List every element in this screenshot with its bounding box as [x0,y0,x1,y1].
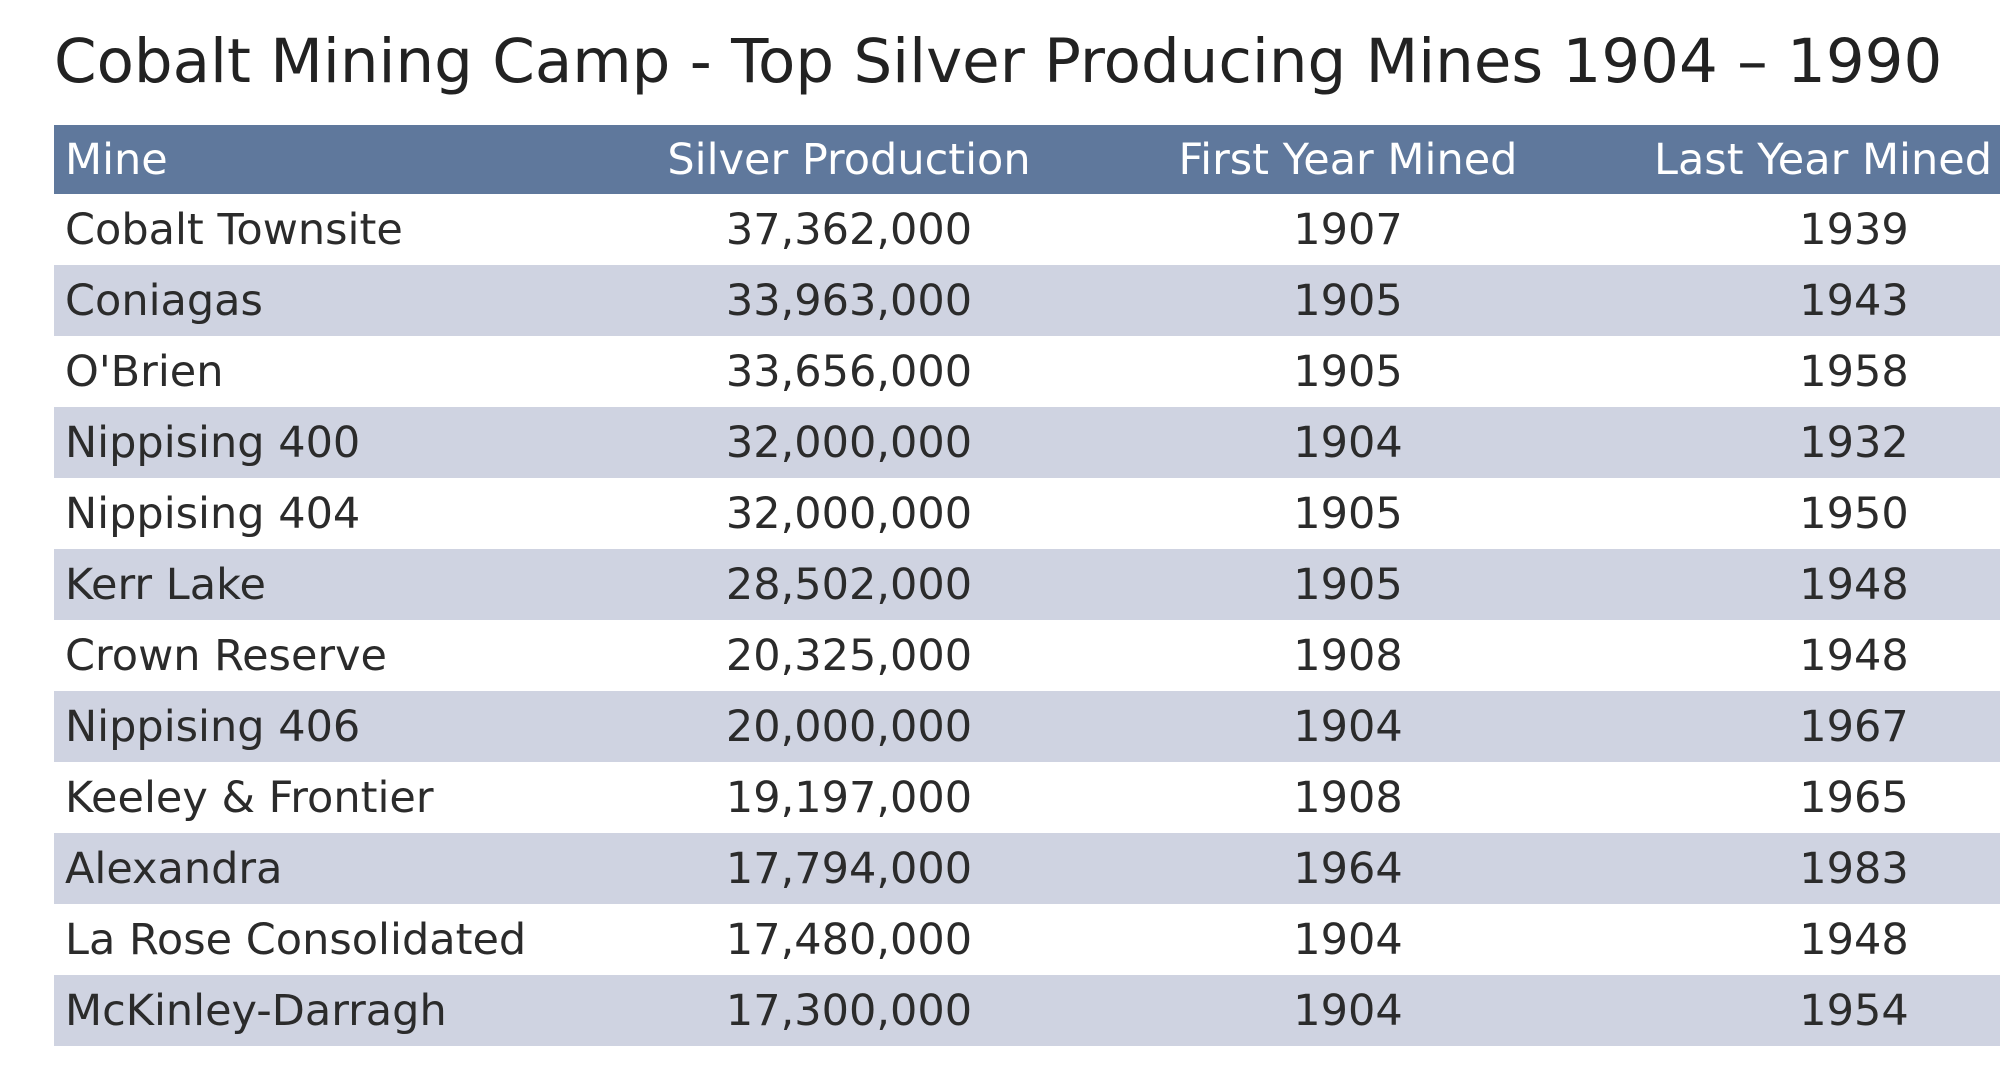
mine-name-cell: Nippising 400 [65,417,361,468]
silver-production-cell: 28,502,000 [725,559,973,610]
table-row: Nippising 404 32,000,000 1905 1950 [54,478,2000,549]
table-row: La Rose Consolidated 17,480,000 1904 194… [54,904,2000,975]
table-header-row: Mine Silver Production First Year Mined … [54,125,2000,194]
last-year-cell: 1948 [1799,559,1909,610]
first-year-cell: 1908 [1293,630,1403,681]
mine-name-cell: McKinley-Darragh [65,985,447,1036]
mine-name-cell: Nippising 406 [65,701,361,752]
last-year-cell: 1948 [1799,630,1909,681]
mine-name-cell: La Rose Consolidated [65,914,527,965]
mine-name-cell: Keeley & Frontier [65,772,434,823]
last-year-cell: 1958 [1799,346,1909,397]
table-row: O'Brien 33,656,000 1905 1958 [54,336,2000,407]
first-year-cell: 1905 [1293,488,1403,539]
mine-name-cell: Crown Reserve [65,630,387,681]
silver-production-cell: 17,300,000 [725,985,973,1036]
table-row: Nippising 400 32,000,000 1904 1932 [54,407,2000,478]
last-year-cell: 1939 [1799,204,1909,255]
table-row: Nippising 406 20,000,000 1904 1967 [54,691,2000,762]
first-year-cell: 1964 [1293,843,1403,894]
last-year-cell: 1950 [1799,488,1909,539]
first-year-cell: 1904 [1293,985,1403,1036]
column-header-last-year-mined: Last Year Mined [1654,134,1992,185]
silver-production-cell: 17,480,000 [725,914,973,965]
page-title: Cobalt Mining Camp - Top Silver Producin… [54,26,1943,97]
first-year-cell: 1904 [1293,701,1403,752]
table-row: Keeley & Frontier 19,197,000 1908 1965 [54,762,2000,833]
first-year-cell: 1904 [1293,417,1403,468]
mines-table: Mine Silver Production First Year Mined … [54,125,2000,1046]
table-row: Alexandra 17,794,000 1964 1983 [54,833,2000,904]
first-year-cell: 1905 [1293,346,1403,397]
mine-name-cell: Kerr Lake [65,559,266,610]
last-year-cell: 1932 [1799,417,1909,468]
last-year-cell: 1965 [1799,772,1909,823]
silver-production-cell: 32,000,000 [725,488,973,539]
table-row: Coniagas 33,963,000 1905 1943 [54,265,2000,336]
table-row: Crown Reserve 20,325,000 1908 1948 [54,620,2000,691]
first-year-cell: 1908 [1293,772,1403,823]
last-year-cell: 1948 [1799,914,1909,965]
table-row: Cobalt Townsite 37,362,000 1907 1939 [54,194,2000,265]
silver-production-cell: 37,362,000 [725,204,973,255]
first-year-cell: 1905 [1293,275,1403,326]
last-year-cell: 1943 [1799,275,1909,326]
mine-name-cell: Alexandra [65,843,283,894]
last-year-cell: 1967 [1799,701,1909,752]
silver-production-cell: 17,794,000 [725,843,973,894]
mine-name-cell: Cobalt Townsite [65,204,403,255]
last-year-cell: 1954 [1799,985,1909,1036]
silver-production-cell: 32,000,000 [725,417,973,468]
table-row: McKinley-Darragh 17,300,000 1904 1954 [54,975,2000,1046]
last-year-cell: 1983 [1799,843,1909,894]
silver-production-cell: 19,197,000 [725,772,973,823]
first-year-cell: 1904 [1293,914,1403,965]
silver-production-cell: 33,963,000 [725,275,973,326]
first-year-cell: 1907 [1293,204,1403,255]
table-row: Kerr Lake 28,502,000 1905 1948 [54,549,2000,620]
column-header-mine: Mine [65,134,168,185]
mine-name-cell: O'Brien [65,346,224,397]
column-header-first-year-mined: First Year Mined [1178,134,1518,185]
mine-name-cell: Coniagas [65,275,263,326]
silver-production-cell: 33,656,000 [725,346,973,397]
mine-name-cell: Nippising 404 [65,488,361,539]
column-header-silver-production: Silver Production [667,134,1031,185]
silver-production-cell: 20,000,000 [725,701,973,752]
silver-production-cell: 20,325,000 [725,630,973,681]
first-year-cell: 1905 [1293,559,1403,610]
